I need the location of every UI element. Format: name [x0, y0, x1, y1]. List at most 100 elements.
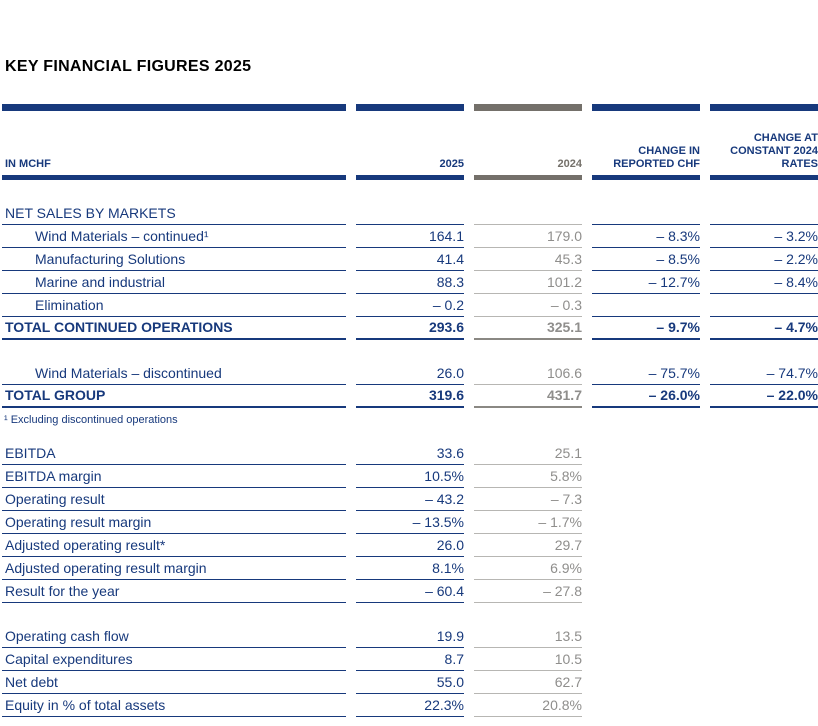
cell-2024	[474, 180, 582, 225]
header-rule-2024	[474, 175, 582, 180]
table-row: Wind Materials – continued¹ 164.1 179.0 – 8…	[2, 225, 818, 248]
cell-change-reported-chf	[592, 442, 700, 465]
cell-change-constant-rates	[710, 294, 818, 317]
top-rule-labels	[2, 104, 346, 111]
column-header-2024: 2024	[557, 158, 582, 170]
row-label: Capital expenditures	[2, 648, 346, 671]
cell-change-constant-rates	[710, 180, 818, 225]
cell-2024: 62.7	[474, 671, 582, 694]
cell-change-constant-rates	[710, 625, 818, 648]
table-row: Operating result – 43.2 – 7.3	[2, 488, 818, 511]
spacer-row	[2, 603, 818, 625]
cell-2024: – 1.7%	[474, 511, 582, 534]
cell-2025	[356, 180, 464, 225]
cell-change-constant-rates	[710, 465, 818, 488]
row-label: Adjusted operating result*	[2, 534, 346, 557]
row-label: Operating result margin	[2, 511, 346, 534]
page-title: KEY FINANCIAL FIGURES 2025	[5, 58, 252, 75]
column-header-unit: IN MCHF	[5, 158, 51, 170]
row-label: Marine and industrial	[2, 271, 346, 294]
cell-change-reported-chf	[592, 488, 700, 511]
table-row: Result for the year – 60.4 – 27.8	[2, 580, 818, 603]
cell-change-reported-chf: – 12.7%	[592, 271, 700, 294]
cell-2025: 22.3%	[356, 694, 464, 717]
cell-2024: – 0.3	[474, 294, 582, 317]
row-label: EBITDA margin	[2, 465, 346, 488]
table-row: Operating cash flow 19.9 13.5	[2, 625, 818, 648]
row-label: TOTAL CONTINUED OPERATIONS	[2, 317, 346, 340]
footnote: ¹ Excluding discontinued operations	[4, 414, 178, 426]
cell-change-reported-chf	[592, 180, 700, 225]
row-label: NET SALES BY MARKETS	[2, 180, 346, 225]
cell-change-constant-rates: – 4.7%	[710, 317, 818, 340]
header-rule-change-constant	[710, 175, 818, 180]
cell-change-reported-chf: – 9.7%	[592, 317, 700, 340]
top-rule-2024	[474, 104, 582, 111]
cell-change-reported-chf: – 26.0%	[592, 385, 700, 408]
row-label: Wind Materials – continued¹	[2, 225, 346, 248]
table-row: Wind Materials – discontinued 26.0 106.6 – …	[2, 362, 818, 385]
table-row: TOTAL GROUP 319.6 431.7 – 26.0% – 22.0%	[2, 385, 818, 408]
cell-change-constant-rates	[710, 511, 818, 534]
cell-2025: 8.1%	[356, 557, 464, 580]
cell-2025: – 13.5%	[356, 511, 464, 534]
cell-change-constant-rates: – 2.2%	[710, 248, 818, 271]
cell-2024: – 7.3	[474, 488, 582, 511]
column-header-row: IN MCHF 2025 2024 CHANGE IN REPORTED CHF…	[2, 111, 818, 175]
header-rule-labels	[2, 175, 346, 180]
cell-2024: 431.7	[474, 385, 582, 408]
cell-change-reported-chf	[592, 294, 700, 317]
row-label: Operating cash flow	[2, 625, 346, 648]
cell-change-constant-rates	[710, 580, 818, 603]
header-rule-2025	[356, 175, 464, 180]
cell-2025: 88.3	[356, 271, 464, 294]
table-row: Adjusted operating result margin 8.1% 6.9%	[2, 557, 818, 580]
cell-change-reported-chf	[592, 534, 700, 557]
cell-change-constant-rates: – 3.2%	[710, 225, 818, 248]
cell-change-constant-rates: – 22.0%	[710, 385, 818, 408]
cell-2024: 179.0	[474, 225, 582, 248]
row-label: Operating result	[2, 488, 346, 511]
spacer-row	[2, 340, 818, 362]
cell-2025: 26.0	[356, 362, 464, 385]
cell-change-reported-chf	[592, 648, 700, 671]
cell-change-reported-chf: – 8.3%	[592, 225, 700, 248]
cell-2025: – 43.2	[356, 488, 464, 511]
cell-change-reported-chf	[592, 625, 700, 648]
row-label: EBITDA	[2, 442, 346, 465]
top-rule-change-reported	[592, 104, 700, 111]
cell-change-constant-rates	[710, 534, 818, 557]
cell-change-reported-chf: – 75.7%	[592, 362, 700, 385]
cell-change-constant-rates	[710, 648, 818, 671]
cell-2025: 41.4	[356, 248, 464, 271]
table-row: Elimination – 0.2 – 0.3	[2, 294, 818, 317]
cell-change-reported-chf	[592, 671, 700, 694]
row-label: Manufacturing Solutions	[2, 248, 346, 271]
cell-2025: 10.5%	[356, 465, 464, 488]
table-row: Operating result margin – 13.5% – 1.7%	[2, 511, 818, 534]
cell-2025: 293.6	[356, 317, 464, 340]
column-header-change-constant-rates: CHANGE AT CONSTANT 2024 RATES	[730, 132, 818, 170]
table-row: EBITDA margin 10.5% 5.8%	[2, 465, 818, 488]
cell-change-reported-chf	[592, 694, 700, 717]
row-label: Adjusted operating result margin	[2, 557, 346, 580]
cell-change-reported-chf	[592, 557, 700, 580]
cell-2025: 33.6	[356, 442, 464, 465]
cell-2024: – 27.8	[474, 580, 582, 603]
cell-change-constant-rates: – 8.4%	[710, 271, 818, 294]
cell-change-reported-chf	[592, 465, 700, 488]
row-label: Net debt	[2, 671, 346, 694]
cell-2025: 19.9	[356, 625, 464, 648]
table-row: Adjusted operating result* 26.0 29.7	[2, 534, 818, 557]
cell-2024: 20.8%	[474, 694, 582, 717]
top-rule-2025	[356, 104, 464, 111]
table-body: NET SALES BY MARKETS Wind Materials – con…	[2, 180, 818, 717]
table-row: EBITDA 33.6 25.1	[2, 442, 818, 465]
cell-change-reported-chf: – 8.5%	[592, 248, 700, 271]
cell-2024: 5.8%	[474, 465, 582, 488]
cell-2024: 25.1	[474, 442, 582, 465]
cell-2025: – 60.4	[356, 580, 464, 603]
cell-change-reported-chf	[592, 580, 700, 603]
cell-2025: 26.0	[356, 534, 464, 557]
